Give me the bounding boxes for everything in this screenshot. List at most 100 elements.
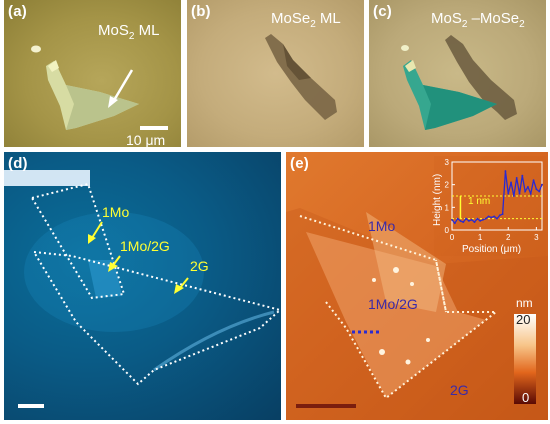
x-tick-label-2: 2	[506, 233, 511, 242]
panel-label-d: (d)	[8, 155, 28, 172]
data-point-0-32	[541, 183, 543, 186]
panel-c-title: MoS2 –MoSe2	[431, 10, 525, 30]
x-tick-label-3: 3	[534, 233, 539, 242]
mos2-monolayer-region	[66, 85, 139, 130]
data-point-0-30	[535, 188, 538, 191]
annotation-2g: 2G	[190, 258, 209, 274]
panel-label-c: (c)	[373, 3, 392, 20]
panel-e-afm: (e) 1Mo 1Mo/2G 2G nm 20 0 0 1 2 3 0 1 2 3 Heigh…	[286, 152, 548, 420]
annotation-2g: 2G	[450, 382, 469, 398]
y-tick-label-1: 1	[445, 203, 450, 212]
data-point-0-2	[456, 217, 459, 220]
data-point-0-9	[476, 217, 479, 220]
data-point-0-15	[493, 215, 496, 218]
panel-b-title: MoSe2 ML	[271, 10, 341, 30]
data-point-0-1	[453, 222, 456, 225]
scale-bar	[296, 404, 356, 408]
x-tick-label-1: 1	[478, 233, 483, 242]
arrow-line	[111, 69, 134, 103]
panel-a-image	[31, 45, 168, 130]
annotation-1mo: 1Mo	[102, 204, 130, 220]
data-point-0-8	[473, 221, 476, 223]
data-point-0-10	[479, 220, 482, 222]
2g-outline	[325, 259, 499, 400]
panel-c-optical-heterostructure: (c) MoS2 –MoSe2	[369, 0, 546, 147]
colorbar	[514, 314, 536, 404]
heterostructure-overlap	[423, 85, 497, 130]
data-point-0-7	[470, 218, 473, 221]
colorbar-max: 20	[516, 312, 531, 327]
arrow-1mo	[91, 221, 103, 239]
inset-ylabel: Height (nm)	[432, 173, 443, 226]
y-tick-label-0: 0	[445, 226, 450, 235]
1mo-flake	[366, 212, 446, 312]
inset-step-label: 1 nm	[468, 196, 491, 207]
y-tick-label-2: 2	[445, 181, 450, 190]
data-point-0-31	[538, 190, 541, 193]
height-profile-inset: 0 1 2 3 0 1 2 3 Height (nm) Position (μm) 1 nm	[432, 156, 546, 256]
data-point-0-23	[515, 176, 518, 179]
data-point-0-3	[459, 220, 462, 222]
data-point-0-0	[451, 218, 453, 221]
scale-bar	[18, 404, 44, 408]
panel-b-image	[265, 34, 337, 120]
scale-bar	[140, 126, 168, 130]
panel-label-a: (a)	[8, 3, 27, 20]
colorbar-unit: nm	[516, 296, 533, 310]
panel-label-b: (b)	[191, 3, 211, 20]
data-point-0-16	[496, 217, 498, 220]
data-point-0-19	[504, 170, 507, 172]
bright-streak	[153, 310, 275, 372]
arrow-1mo2g-head-icon	[108, 262, 118, 272]
colorbar-min: 0	[522, 390, 530, 405]
data-point-0-18	[501, 213, 504, 216]
arrow-2g	[179, 277, 189, 289]
mose2-flake-shade	[283, 44, 311, 80]
1mo-2g-region	[88, 260, 122, 298]
scale-bar-label: 10 μm	[126, 132, 166, 147]
arrow-1mo-head-icon	[88, 234, 96, 244]
data-point-0-14	[490, 216, 493, 219]
panel-d-image	[4, 170, 281, 408]
y-tick-label-3: 3	[445, 158, 450, 167]
panel-e-image	[286, 208, 548, 420]
data-point-0-20	[507, 192, 510, 195]
data-point-0-21	[510, 181, 512, 184]
flake-tip	[405, 60, 416, 72]
mose2-flake	[445, 35, 517, 120]
height-profile-chart: 0 1 2 3 0 1 2 3	[434, 156, 546, 256]
panel-a-optical-mos2: (a) MoS2 ML 10 μm	[4, 0, 181, 147]
data-point-0-26	[524, 190, 527, 193]
arrow-2g-head-icon	[174, 284, 184, 294]
bright-speck	[401, 45, 409, 51]
panel-d-fluorescence: (d) 1Mo 1Mo/2G 2G	[4, 152, 281, 420]
data-point-0-25	[521, 174, 524, 177]
flake-tip	[48, 60, 59, 72]
annotation-1mo-2g: 1Mo/2G	[120, 238, 170, 254]
data-point-0-13	[487, 215, 490, 218]
bright-debris	[372, 267, 430, 365]
data-point-0-5	[465, 217, 467, 220]
inset-xlabel: Position (μm)	[462, 244, 522, 255]
annotation-1mo: 1Mo	[368, 218, 396, 234]
panel-a-title: MoS2 ML	[98, 22, 160, 42]
data-point-0-28	[529, 192, 532, 195]
panel-label-e: (e)	[290, 155, 309, 172]
arrow-head-icon	[108, 96, 118, 108]
panel-c-image	[401, 35, 517, 130]
data-point-0-29	[532, 179, 535, 182]
bright-edge	[4, 170, 90, 186]
panel-b-optical-mose2: (b) MoSe2 ML	[187, 0, 364, 147]
2g-flake	[306, 232, 486, 398]
data-point-0-6	[467, 220, 470, 222]
data-point-0-24	[518, 192, 521, 195]
arrow-1mo2g	[113, 255, 121, 265]
annotation-1mo-2g: 1Mo/2G	[368, 296, 418, 312]
data-point-0-22	[512, 195, 515, 197]
data-point-0-17	[498, 214, 501, 217]
bright-speck	[31, 45, 41, 53]
data-point-0-12	[484, 217, 487, 220]
data-point-0-11	[482, 218, 484, 221]
data-point-0-4	[462, 221, 465, 223]
x-tick-label-0: 0	[450, 233, 455, 242]
